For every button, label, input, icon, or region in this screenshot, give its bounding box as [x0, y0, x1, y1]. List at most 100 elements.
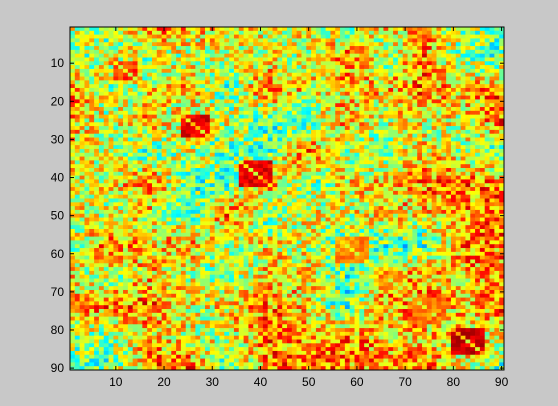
heatmap-cell [248, 171, 254, 177]
heatmap-cell [98, 221, 105, 226]
heatmap-cell [84, 206, 90, 211]
heatmap-cell [368, 171, 375, 177]
heatmap-cell [185, 183, 191, 188]
heatmap-cell [98, 213, 105, 218]
heatmap-cell [156, 42, 163, 47]
heatmap-cell [224, 114, 230, 119]
heatmap-cell [407, 110, 413, 116]
heatmap-cell [368, 84, 375, 89]
heatmap-cell [180, 133, 187, 138]
heatmap-cell [229, 194, 235, 199]
heatmap-cell [344, 190, 351, 196]
heatmap-cell [147, 225, 153, 230]
heatmap-cell [489, 137, 495, 142]
heatmap-cell [108, 145, 114, 150]
heatmap-cell [161, 225, 167, 230]
heatmap-cell [248, 217, 254, 222]
heatmap-cell [349, 68, 355, 74]
heatmap-cell [84, 68, 90, 74]
heatmap-cell [272, 225, 278, 230]
heatmap-cell [74, 91, 81, 96]
heatmap-cell [123, 38, 129, 43]
heatmap-cell [475, 198, 481, 203]
heatmap-cell [103, 156, 109, 161]
heatmap-cell [479, 160, 486, 165]
heatmap-cell [315, 209, 322, 215]
heatmap-cell [489, 91, 495, 96]
heatmap-cell [94, 217, 100, 222]
heatmap-cell [441, 217, 447, 222]
heatmap-cell [233, 202, 240, 207]
heatmap-cell [368, 168, 375, 173]
heatmap-cell [349, 206, 355, 211]
heatmap-cell [113, 76, 119, 81]
heatmap-cell [426, 118, 433, 123]
heatmap-cell [368, 72, 375, 77]
heatmap-cell [373, 133, 380, 138]
heatmap-cell [103, 34, 109, 39]
heatmap-cell [494, 164, 500, 169]
heatmap-cell [219, 183, 225, 188]
heatmap-cell [185, 228, 191, 234]
heatmap-cell [335, 30, 341, 36]
heatmap-cell [359, 171, 365, 177]
heatmap-cell [233, 171, 240, 177]
heatmap-cell [267, 38, 273, 43]
heatmap-cell [277, 42, 283, 47]
heatmap-cell [238, 202, 244, 207]
heatmap-cell [489, 187, 495, 192]
heatmap-cell [412, 225, 418, 230]
heatmap-cell [89, 206, 95, 211]
heatmap-cell [113, 225, 119, 230]
heatmap-cell [195, 236, 201, 241]
heatmap-cell [397, 65, 404, 70]
heatmap-cell [450, 68, 457, 74]
heatmap-cell [489, 122, 495, 127]
heatmap-cell [151, 194, 158, 199]
heatmap-cell [412, 76, 418, 81]
heatmap-cell [248, 107, 254, 112]
heatmap-cell [190, 145, 196, 150]
heatmap-cell [113, 126, 119, 131]
heatmap-cell [118, 72, 124, 77]
heatmap-cell [388, 141, 394, 146]
heatmap-cell [238, 34, 244, 39]
heatmap-cell [364, 103, 370, 108]
heatmap-cell [311, 187, 317, 192]
heatmap-cell [311, 221, 317, 226]
heatmap-cell [118, 107, 124, 112]
heatmap-cell [335, 57, 341, 62]
heatmap-cell [455, 80, 461, 85]
heatmap-cell [446, 202, 452, 207]
heatmap-cell [238, 164, 244, 169]
heatmap-cell [229, 34, 235, 39]
heatmap-cell [311, 145, 317, 150]
heatmap-cell [393, 232, 399, 238]
heatmap-cell [84, 141, 90, 146]
heatmap-cell [465, 72, 471, 77]
heatmap-cell [436, 42, 442, 47]
heatmap-cell [368, 27, 375, 32]
heatmap-cell [118, 118, 124, 123]
heatmap-cell [417, 49, 423, 55]
heatmap-cell [132, 27, 138, 32]
heatmap-cell [224, 129, 230, 135]
heatmap-cell [344, 221, 351, 226]
heatmap-cell [470, 187, 476, 192]
heatmap-cell [340, 190, 346, 196]
heatmap-cell [426, 160, 433, 165]
heatmap-cell [475, 61, 481, 66]
heatmap-cell [378, 175, 384, 180]
heatmap-cell [306, 42, 312, 47]
heatmap-cell [156, 38, 163, 43]
heatmap-cell [465, 145, 471, 150]
heatmap-cell [287, 38, 293, 43]
heatmap-cell [470, 225, 476, 230]
heatmap-cell [465, 194, 471, 199]
heatmap-cell [200, 198, 206, 203]
heatmap-cell [132, 80, 138, 85]
heatmap-cell [127, 171, 134, 177]
heatmap-cell [378, 53, 384, 58]
heatmap-cell [344, 171, 351, 177]
heatmap-cell [118, 217, 124, 222]
